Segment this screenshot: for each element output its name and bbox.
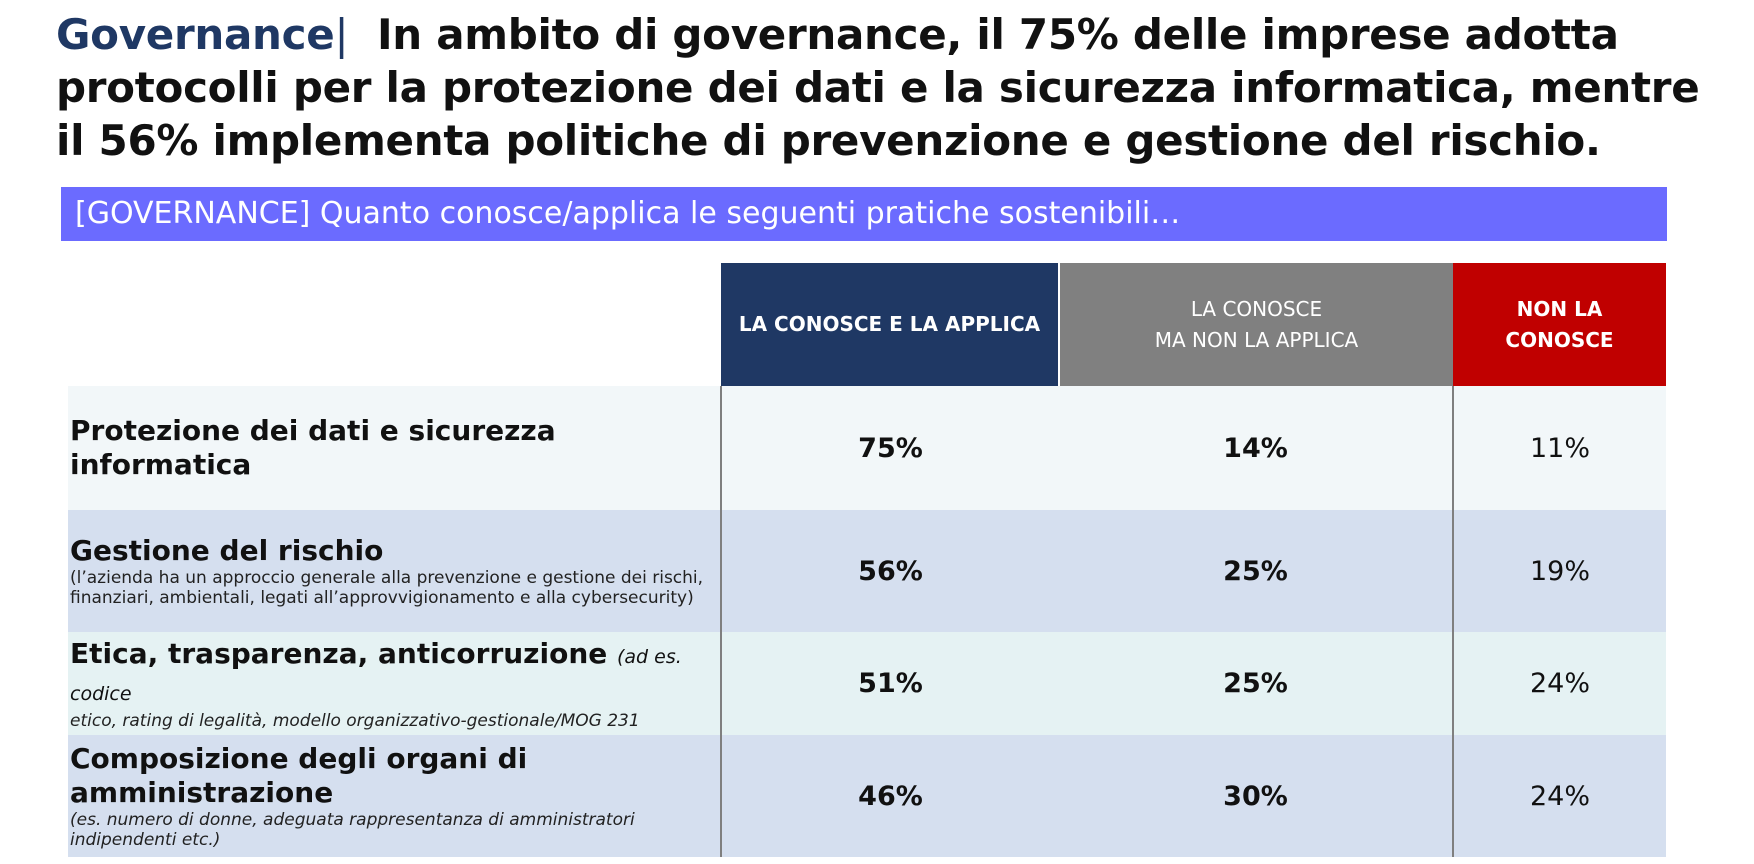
header-knows-line2: MA NON LA APPLICA [1154,327,1359,352]
row-note: etico, rating di legalità, modello organ… [70,710,640,731]
row-label: Etica, trasparenza, anticorruzione [70,636,608,670]
row-label: Composizione degli organi di amministraz… [70,742,528,809]
value-applies: 46% [720,735,1059,857]
header-unknown-line1: NON LA [1516,296,1603,321]
row-label-line: Etica, trasparenza, anticorruzione (ad e… [70,637,720,711]
value-knows: 25% [1223,668,1288,699]
header-row: LA CONOSCE E LA APPLICA LA CONOSCE MA NO… [68,263,1666,386]
header-unknown: NON LA CONOSCE [1453,263,1666,386]
value-applies: 56% [720,510,1059,632]
value-knows: 30% [1223,780,1288,812]
header-applies: LA CONOSCE E LA APPLICA [721,263,1059,386]
title-separator: | [334,10,349,59]
row-label: Protezione dei dati e sicurezza informat… [70,414,556,481]
header-knows-line1: LA CONOSCE [1190,296,1323,321]
header-blank-cell [68,263,721,386]
row-label: Gestione del rischio [70,534,384,567]
row-label-cell: Etica, trasparenza, anticorruzione (ad e… [68,632,721,735]
row-label-cell: Gestione del rischio (l’azienda ha un ap… [68,510,721,632]
question-banner: [GOVERNANCE] Quanto conosce/applica le s… [61,187,1667,241]
title-keyword: Governance [56,10,335,59]
value-unknown: 24% [1452,735,1666,857]
page-title: Governance| In ambito di governance, il … [56,8,1716,167]
table-row: Protezione dei dati e sicurezza informat… [68,386,1666,510]
value-unknown: 24% [1452,632,1666,735]
row-note: (l’azienda ha un approccio generale alla… [70,568,704,608]
table-row: Composizione degli organi di amministraz… [68,735,1666,857]
header-unknown-line2: CONOSCE [1505,327,1614,352]
results-table: LA CONOSCE E LA APPLICA LA CONOSCE MA NO… [68,263,1666,857]
row-note-inline: (ad es. codice [70,645,682,705]
value-knows: 25% [1223,555,1288,587]
table-row: Etica, trasparenza, anticorruzione (ad e… [68,632,1666,735]
row-note: (es. numero di donne, adeguata rappresen… [70,810,635,850]
title-text: In ambito di governance, il 75% delle im… [56,10,1700,165]
value-applies: 51% [720,632,1059,735]
header-knows: LA CONOSCE MA NON LA APPLICA [1058,263,1453,386]
row-label-cell: Protezione dei dati e sicurezza informat… [68,386,721,510]
value-unknown: 11% [1452,386,1666,510]
value-knows: 14% [1223,432,1288,464]
value-unknown: 19% [1452,510,1666,632]
value-applies: 75% [720,386,1059,510]
row-label-cell: Composizione degli organi di amministraz… [68,735,721,857]
table-row: Gestione del rischio (l’azienda ha un ap… [68,510,1666,632]
